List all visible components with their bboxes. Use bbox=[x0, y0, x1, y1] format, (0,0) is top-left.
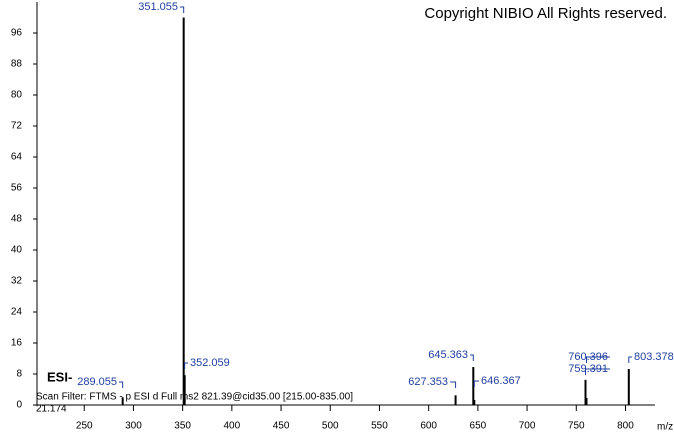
peak-label: 352.059 bbox=[190, 357, 230, 369]
x-tick-label: 700 bbox=[519, 421, 536, 432]
copyright: Copyright NIBIO All Rights reserved. bbox=[424, 5, 667, 22]
y-tick-label: 88 bbox=[11, 59, 23, 70]
peak-connector bbox=[585, 368, 610, 375]
y-tick-label: 80 bbox=[11, 90, 23, 101]
peak-label: 351.055 bbox=[138, 1, 178, 13]
x-tick-label: 350 bbox=[174, 421, 191, 432]
peak-connector bbox=[180, 6, 185, 13]
y-tick-label: 56 bbox=[11, 183, 23, 194]
y-tick-label: 16 bbox=[11, 338, 23, 349]
peak-connector bbox=[184, 362, 188, 369]
y-tick-label: 40 bbox=[11, 245, 23, 256]
peak-connector bbox=[470, 354, 474, 361]
peak-connector bbox=[450, 381, 457, 388]
y-tick-label: 48 bbox=[11, 214, 23, 225]
y-tick-label: 96 bbox=[11, 28, 23, 39]
y-tick-label: 64 bbox=[11, 152, 23, 163]
scan-filter: Scan Filter: FTMS - p ESI d Full ms2 821… bbox=[36, 392, 353, 403]
peak-label: 803.378 bbox=[634, 351, 674, 363]
peak-connector bbox=[586, 356, 610, 363]
y-tick-label: 72 bbox=[11, 121, 23, 132]
x-tick-label: 550 bbox=[371, 421, 388, 432]
x-tick-label: 400 bbox=[224, 421, 241, 432]
peak-connector bbox=[628, 356, 632, 363]
retention-time: 21.174 bbox=[36, 404, 67, 415]
peak-label: 646.367 bbox=[481, 375, 521, 387]
x-tick-label: 450 bbox=[273, 421, 290, 432]
x-tick-label: 750 bbox=[568, 421, 585, 432]
x-tick-label: 800 bbox=[617, 421, 634, 432]
y-tick-label: 24 bbox=[11, 307, 23, 318]
peak-label: 289.055 bbox=[77, 376, 117, 388]
y-tick-label: 0 bbox=[16, 400, 22, 411]
peak-connector bbox=[119, 381, 124, 388]
ionization: ESI- bbox=[47, 369, 72, 384]
x-tick-label: 250 bbox=[76, 421, 93, 432]
y-tick-label: 32 bbox=[11, 276, 23, 287]
x-axis-label: m/z bbox=[657, 422, 673, 433]
x-tick-label: 650 bbox=[470, 421, 487, 432]
x-tick-label: 500 bbox=[322, 421, 339, 432]
y-tick-label: 8 bbox=[16, 369, 22, 380]
peak-label: 627.353 bbox=[408, 376, 448, 388]
peak-connector bbox=[473, 380, 479, 387]
peak-label: 645.363 bbox=[428, 349, 468, 361]
x-tick-label: 300 bbox=[125, 421, 142, 432]
x-tick-label: 600 bbox=[420, 421, 437, 432]
